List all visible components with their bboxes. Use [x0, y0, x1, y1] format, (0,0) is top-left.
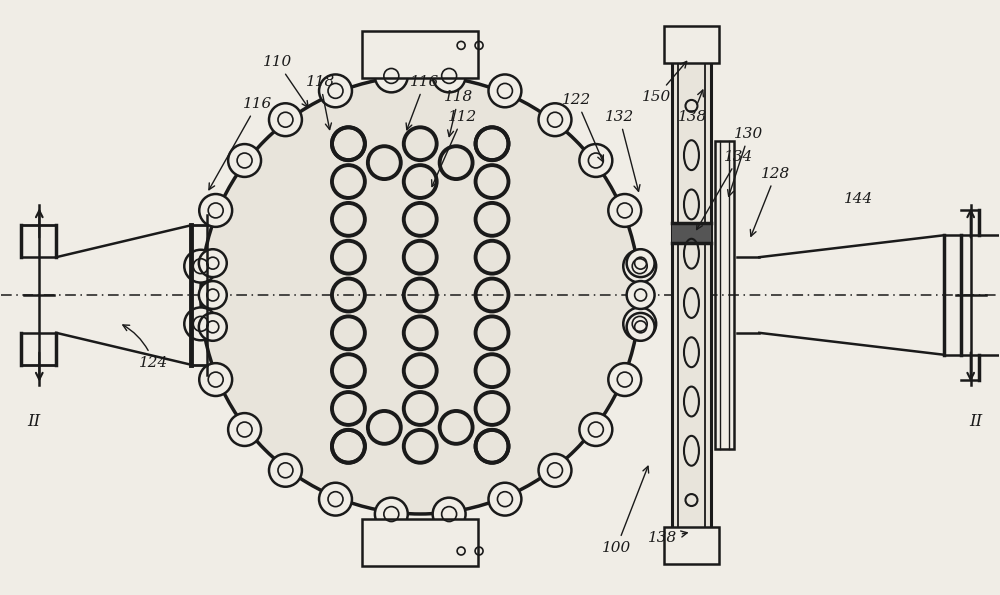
Text: II: II [969, 414, 982, 430]
Text: 116: 116 [406, 75, 440, 130]
Text: 100: 100 [602, 466, 649, 555]
Bar [664, 527, 719, 563]
Circle shape [269, 454, 302, 487]
Text: 118: 118 [306, 75, 335, 130]
Bar [715, 141, 734, 449]
Text: 116: 116 [209, 97, 272, 190]
Circle shape [199, 194, 232, 227]
Circle shape [488, 74, 521, 107]
Circle shape [623, 250, 656, 283]
Circle shape [184, 250, 217, 283]
Text: 138: 138 [648, 531, 687, 545]
Circle shape [627, 313, 655, 341]
Circle shape [539, 454, 571, 487]
Circle shape [627, 249, 655, 277]
Circle shape [319, 74, 352, 107]
Circle shape [433, 60, 466, 92]
Bar [672, 58, 711, 532]
Circle shape [228, 413, 261, 446]
Circle shape [608, 194, 641, 227]
Text: 112: 112 [432, 110, 477, 187]
Text: 124: 124 [123, 325, 168, 369]
Text: 122: 122 [562, 93, 603, 162]
Circle shape [199, 363, 232, 396]
Circle shape [623, 308, 656, 340]
Circle shape [199, 281, 227, 309]
Circle shape [199, 313, 227, 341]
Text: 132: 132 [605, 110, 640, 191]
Circle shape [627, 281, 655, 309]
Text: 130: 130 [728, 127, 764, 196]
Circle shape [579, 144, 612, 177]
Circle shape [269, 104, 302, 136]
Circle shape [199, 249, 227, 277]
Circle shape [319, 483, 352, 516]
Text: 150: 150 [642, 61, 687, 104]
Bar [362, 32, 478, 78]
Circle shape [184, 308, 217, 340]
Circle shape [375, 60, 408, 92]
Text: 134: 134 [697, 149, 754, 230]
Circle shape [228, 144, 261, 177]
Bar [672, 223, 711, 243]
Circle shape [579, 413, 612, 446]
Circle shape [201, 76, 640, 514]
Text: 110: 110 [263, 55, 308, 107]
Circle shape [539, 104, 571, 136]
Text: 118: 118 [444, 90, 473, 136]
Text: 144: 144 [844, 192, 874, 206]
Circle shape [375, 497, 408, 531]
Text: 128: 128 [750, 167, 791, 236]
Circle shape [488, 483, 521, 516]
Bar [664, 26, 719, 63]
Circle shape [433, 497, 466, 531]
Text: 138: 138 [678, 90, 707, 124]
Circle shape [608, 363, 641, 396]
Text: II: II [28, 414, 41, 430]
Bar [362, 519, 478, 566]
